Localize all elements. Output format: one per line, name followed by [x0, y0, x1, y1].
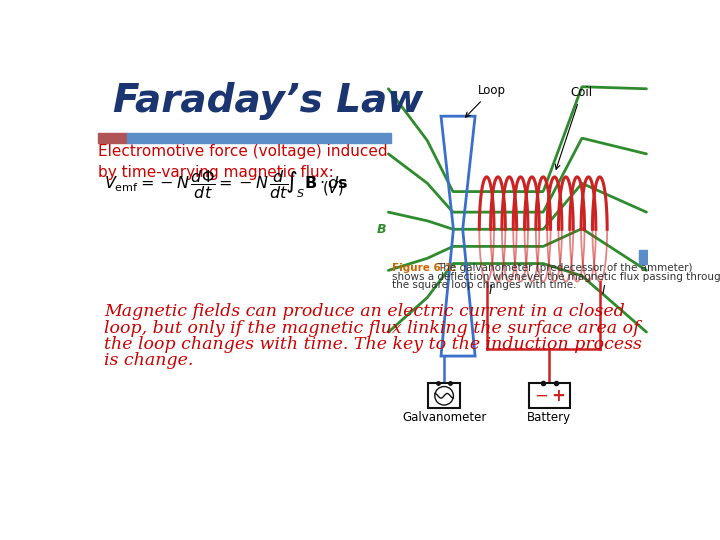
Text: B: B: [377, 223, 386, 236]
Text: $(V)$: $(V)$: [323, 179, 345, 197]
Text: −: −: [534, 387, 548, 405]
Text: +: +: [551, 387, 565, 405]
Bar: [529, 383, 570, 408]
Text: The galvanometer (predecessor of the ammeter): The galvanometer (predecessor of the amm…: [437, 264, 693, 273]
Text: is change.: is change.: [104, 352, 194, 369]
Text: Faraday’s Law: Faraday’s Law: [113, 82, 423, 120]
Text: Electromotive force (voltage) induced
by time-varying magnetic flux:: Electromotive force (voltage) induced by…: [98, 144, 387, 180]
Bar: [639, 250, 648, 264]
Text: Magnetic fields can produce an electric current in a closed: Magnetic fields can produce an electric …: [104, 303, 625, 321]
Text: Loop: Loop: [466, 84, 505, 117]
Text: Figure 6-1:: Figure 6-1:: [392, 264, 464, 273]
Text: the loop changes with time. The key to the induction process: the loop changes with time. The key to t…: [104, 336, 642, 353]
Text: $V_{\mathrm{emf}} = -N\,\dfrac{d\Phi}{dt} = -N\,\dfrac{d}{dt}\!\int_{S} \mathbf{: $V_{\mathrm{emf}} = -N\,\dfrac{d\Phi}{dt…: [104, 167, 348, 201]
Bar: [428, 383, 460, 408]
Text: I: I: [488, 284, 492, 297]
Text: Coil: Coil: [555, 86, 593, 169]
Text: the square loop changes with time.: the square loop changes with time.: [392, 280, 577, 291]
Bar: [98, 132, 127, 143]
Text: I: I: [601, 284, 605, 297]
Text: shows a deflection whenever the magnetic flux passing through: shows a deflection whenever the magnetic…: [392, 272, 720, 282]
Bar: [127, 132, 391, 143]
Text: Galvanometer: Galvanometer: [402, 411, 486, 424]
Text: loop, but only if the magnetic flux linking the surface area of: loop, but only if the magnetic flux link…: [104, 320, 639, 336]
Text: Battery: Battery: [527, 411, 572, 424]
